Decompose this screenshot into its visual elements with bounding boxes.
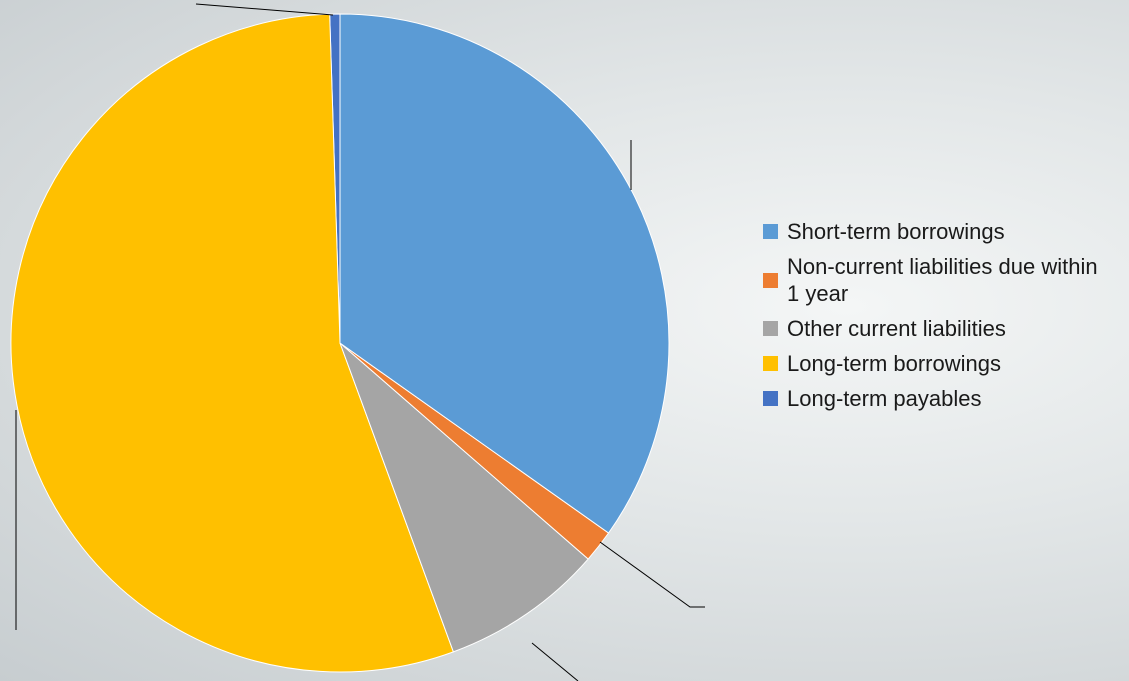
legend-item: Long-term borrowings [763, 350, 1123, 377]
legend: Short-term borrowings Non-current liabili… [763, 218, 1123, 420]
pie-slice [339, 342, 589, 653]
pie-slice [10, 13, 455, 673]
legend-swatch [763, 391, 778, 406]
legend-item: Long-term payables [763, 385, 1123, 412]
legend-label: Other current liabilities [787, 316, 1006, 341]
legend-swatch [763, 224, 778, 239]
leader-line [599, 541, 705, 608]
legend-item: Short-term borrowings [763, 218, 1123, 245]
legend-item: Other current liabilities [763, 315, 1123, 342]
legend-label: Short-term borrowings [787, 219, 1005, 244]
legend-label: Long-term borrowings [787, 351, 1001, 376]
leader-lines [15, 3, 705, 681]
legend-label: Long-term payables [787, 386, 982, 411]
leader-line [195, 3, 334, 16]
legend-swatch [763, 356, 778, 371]
legend-swatch [763, 321, 778, 336]
legend-label: Non-current liabilities due within 1 yea… [787, 254, 1110, 306]
leader-line [531, 642, 579, 681]
pie-slice [339, 13, 670, 534]
legend-item: Non-current liabilities due within 1 yea… [763, 253, 1123, 307]
legend-swatch [763, 272, 778, 288]
